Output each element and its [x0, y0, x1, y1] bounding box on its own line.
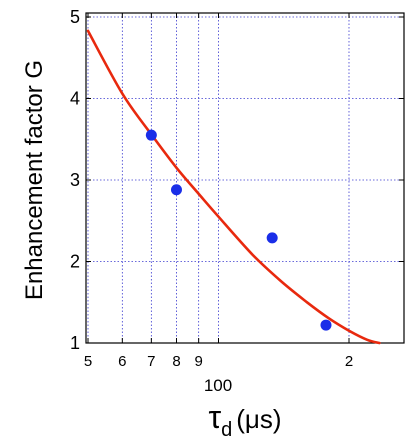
y-tick-label-0: 1 — [70, 333, 80, 353]
data-point-3 — [320, 319, 332, 331]
y-tick-label-3: 4 — [70, 89, 80, 109]
data-points — [145, 129, 332, 331]
fit-line — [86, 29, 381, 345]
x-axis-title: τd (μs) — [208, 399, 281, 441]
x-tick-label-2: 7 — [147, 353, 155, 370]
y-tick-label-1: 2 — [70, 252, 80, 272]
grid — [86, 13, 404, 344]
y-tick-label-4: 5 — [70, 7, 80, 27]
tick-labels: 5 6 7 8 9 2 1 2 3 4 5 — [70, 7, 353, 370]
data-point-0 — [145, 129, 157, 141]
x-tick-label-4: 9 — [194, 353, 202, 370]
ticks — [86, 13, 404, 344]
plot-frame — [85, 12, 405, 344]
x-tick-label-6: 2 — [345, 353, 353, 370]
x-tick-label-3: 8 — [172, 353, 180, 370]
y-tick-label-2: 3 — [70, 170, 80, 190]
x-axis-unit: (μs) — [236, 404, 281, 434]
x-decade-label: 100 — [204, 376, 232, 395]
data-point-1 — [170, 184, 182, 196]
x-tick-label-0: 5 — [84, 353, 92, 370]
x-axis-subscript: d — [221, 419, 232, 441]
data-point-2 — [266, 232, 278, 244]
y-axis-title: Enhancement factor G — [21, 60, 48, 300]
fit-curve — [86, 29, 381, 345]
x-axis-symbol: τ — [208, 399, 221, 435]
x-tick-label-1: 6 — [118, 353, 126, 370]
